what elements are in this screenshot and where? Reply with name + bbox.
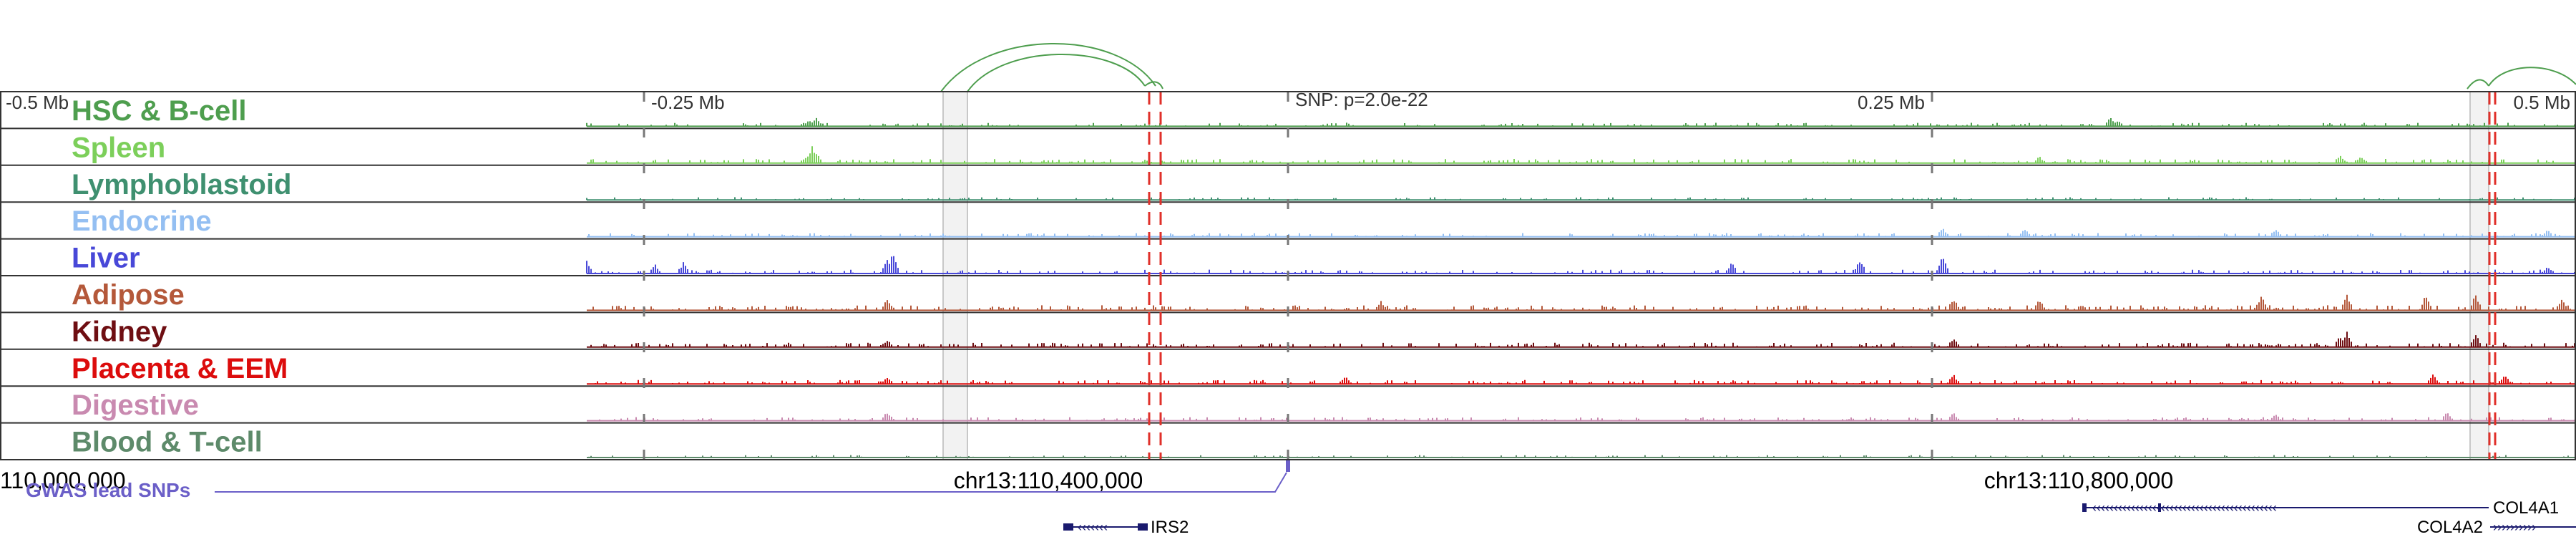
loop-arc-5[interactable] [2488, 67, 2576, 87]
track-label: Adipose [72, 279, 185, 311]
tracks-frame [0, 91, 2576, 460]
coord-label-right: chr13:110,800,000 [1984, 468, 2174, 493]
track-label: Liver [72, 243, 140, 274]
scale-label-left: -0.5 Mb [6, 92, 69, 113]
gwas-snp-mark[interactable] [1286, 460, 1290, 472]
scale-guides [643, 92, 1933, 460]
track-signal [592, 294, 2571, 311]
gene-irs2[interactable]: ‹‹‹‹‹‹‹ IRS2 [1063, 518, 1189, 537]
loop-arc-3[interactable] [1144, 81, 1163, 90]
track-label: Digestive [72, 390, 199, 421]
scale-label-right: 0.5 Mb [2514, 92, 2571, 113]
gene-strand-col4a1: ‹‹‹‹‹‹‹‹‹‹‹‹‹‹‹‹‹‹‹‹‹‹‹‹‹‹‹‹‹‹‹‹‹‹‹‹‹‹‹‹… [2092, 500, 2277, 515]
track-signal [586, 117, 2575, 127]
gene-strand-irs2: ‹‹‹‹‹‹‹ [1078, 520, 1108, 534]
track-signal [586, 256, 2575, 274]
gene-label-irs2: IRS2 [1151, 518, 1189, 537]
signal-tracks [586, 117, 2576, 458]
track-labels: HSC & B-cell Spleen Lymphoblastoid Endocrin… [72, 95, 291, 458]
track-signal [590, 332, 2575, 347]
track-signal [586, 197, 2575, 200]
coordinate-axis: 110,000,000 chr13:110,400,000 chr13:110,… [0, 468, 2173, 493]
scale-bar: -0.5 Mb -0.25 Mb SNP: p=2.0e-22 0.25 Mb … [6, 89, 2570, 113]
loop-arc-2[interactable] [967, 54, 1146, 92]
chromatin-loops [940, 43, 2576, 92]
track-label: HSC & B-cell [72, 95, 247, 127]
track-label: Spleen [72, 132, 165, 163]
loop-arc-4[interactable] [2467, 79, 2489, 90]
gene-strand-col4a2: ›››››››››› [2493, 520, 2536, 534]
track-signal [595, 374, 2571, 384]
gene-label-col4a2: COL4A2 [2417, 518, 2483, 537]
coord-label-left: 110,000,000 [0, 468, 126, 493]
track-signal [588, 455, 2569, 458]
loop-arc-1[interactable] [940, 43, 1156, 92]
track-label: Kidney [72, 316, 167, 347]
gwas-track-label: GWAS lead SNPs [26, 479, 190, 501]
track-signal [599, 413, 2575, 421]
snp-markers [1148, 92, 2497, 460]
gene-track: ‹‹‹‹‹‹‹ IRS2 ‹‹‹‹‹‹‹‹‹‹‹‹‹‹‹‹‹‹‹‹‹‹‹‹‹‹‹… [1063, 498, 2576, 537]
gene-col4a1[interactable]: ‹‹‹‹‹‹‹‹‹‹‹‹‹‹‹‹‹‹‹‹‹‹‹‹‹‹‹‹‹‹‹‹‹‹‹‹‹‹‹‹… [2082, 498, 2559, 518]
gene-col4a2[interactable]: COL4A2 ›››››››››› [2417, 518, 2576, 537]
gwas-connector [215, 472, 1287, 493]
track-label: Blood & T-cell [72, 427, 263, 458]
scale-label-snp: SNP: p=2.0e-22 [1295, 89, 1428, 110]
track-signal [588, 228, 2560, 237]
track-label: Lymphoblastoid [72, 169, 291, 200]
scale-label-mid-right: 0.25 Mb [1858, 92, 1925, 113]
gene-label-col4a1: COL4A1 [2493, 498, 2559, 518]
gwas-track: GWAS lead SNPs [26, 460, 1290, 501]
track-signal [590, 146, 2554, 163]
scale-label-mid-left: -0.25 Mb [651, 92, 725, 113]
track-label: Endocrine [72, 205, 212, 237]
track-label: Placenta & EEM [72, 353, 288, 384]
coord-label-mid: chr13:110,400,000 [954, 468, 1143, 493]
